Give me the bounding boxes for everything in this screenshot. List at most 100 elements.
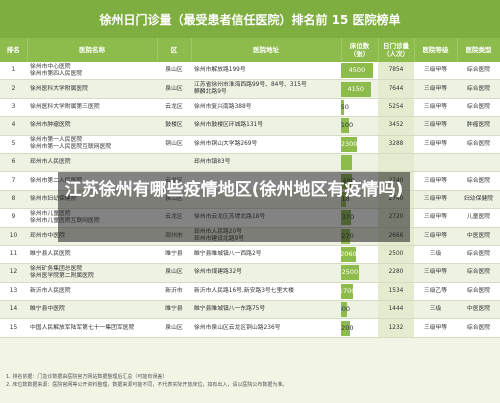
footnote: 2. 床位数数据来源：医院官网等公开资料整理，数据来源可能不同，不代表实际开放床… (6, 382, 288, 388)
hospital-name-cell: 徐州矿务集团总医院 徐州医学院第二附属医院 (27, 263, 157, 283)
level-cell (414, 153, 457, 173)
visits-cell: 3288 (378, 135, 414, 154)
hospital-name-cell: 徐州市肿瘤医院 (27, 116, 157, 136)
beds-cell (341, 153, 378, 173)
beds-value: 2500 (341, 268, 359, 277)
district-cell: 铜山区 (157, 135, 191, 154)
address-cell: 徐州市煤建路32号 (191, 263, 341, 283)
rank-cell: 6 (0, 153, 27, 173)
beds-bar: 2300 (341, 136, 358, 152)
beds-cell: 800 (341, 300, 378, 320)
beds-value: 450 (341, 102, 349, 111)
visits-cell: 2280 (378, 263, 414, 283)
table-row: 2 徐州医科大学附属医院 泉山区 江苏省徐州市淮海西路99号、84号、315号 麒麟北路… (0, 79, 500, 99)
hospital-name-cell: 徐州医科大学附属医院 (27, 79, 157, 99)
beds-value: 4150 (347, 84, 365, 93)
type-cell: 综合医院 (457, 171, 500, 191)
table-title: 徐州日门诊量（最受患者信任医院）排名前 15 医院榜单 (0, 0, 500, 38)
hospital-name-cell: 新沂市人民医院 (27, 282, 157, 302)
visits-cell: 1232 (378, 318, 414, 338)
type-cell: 综合医院 (457, 98, 500, 118)
header-rank: 排名 (0, 38, 28, 62)
rank-cell: 15 (0, 318, 27, 338)
type-cell: 综合医院 (457, 245, 500, 265)
table-row: 12 徐州矿务集团总医院 徐州医学院第二附属医院 泉山区 徐州市煤建路32号 2500 22… (0, 263, 500, 283)
rank-cell: 5 (0, 135, 27, 154)
header-visits: 日门诊量（人次） (378, 38, 415, 62)
header-district: 区 (157, 38, 192, 62)
beds-bar: 2500 (341, 265, 359, 281)
level-cell: 三级甲等 (414, 79, 457, 99)
beds-value: 2300 (341, 139, 358, 148)
header-level: 医院等级 (414, 38, 458, 62)
hospital-name-cell: 睢宁县人民医院 (27, 245, 157, 265)
beds-cell: 1200 (341, 318, 378, 338)
beds-bar: 4150 (341, 81, 371, 97)
rank-cell: 12 (0, 263, 27, 283)
address-cell: 新沂市人民路16号,新安路3号七里大楼 (191, 282, 341, 302)
rank-cell: 10 (0, 227, 27, 246)
beds-cell: 4150 (341, 79, 378, 99)
level-cell: 三级 (414, 245, 457, 265)
hospital-name-cell: 徐州市中心医院 徐州市第四人民医院 (27, 62, 157, 81)
type-cell: 综合医院 (457, 318, 500, 338)
table-row: 5 徐州市第一人民医院 徐州市第一人民医院互联网医院 铜山区 徐州市铜山大学路269号 2… (0, 135, 500, 154)
rank-cell: 7 (0, 171, 27, 191)
type-cell: 综合医院 (457, 79, 500, 99)
district-cell: 新沂市 (157, 282, 191, 302)
visits-cell: 1534 (378, 282, 414, 302)
district-cell: 泉山区 (157, 62, 191, 81)
hospital-name-cell: 睢宁县中医院 (27, 300, 157, 320)
beds-bar: 2060 (341, 247, 357, 263)
level-cell: 三级甲等 (414, 318, 457, 338)
level-cell: 三级 (414, 300, 457, 320)
rank-cell: 13 (0, 282, 27, 302)
district-cell: 泉山区 (157, 263, 191, 283)
hospital-name-cell: 邳州市人民医院 (27, 153, 157, 173)
hospital-ranking-table: 排名 医院名称 区 医院地址 床位数（张） 日门诊量（人次） 医院等级 医院类型… (0, 38, 500, 338)
table-row: 11 睢宁县人民医院 睢宁县 睢宁县睢城镇八一西路2号 2060 2500 三级 综合医院 (0, 245, 500, 265)
level-cell: 三级甲等 (414, 171, 457, 191)
district-cell: 泉山区 (157, 79, 191, 99)
beds-bar: 450 (341, 99, 349, 115)
beds-value: 800 (341, 305, 350, 314)
type-cell: 妇幼保健院 (457, 190, 500, 210)
beds-cell: 2300 (341, 135, 378, 154)
type-cell (457, 153, 500, 173)
beds-cell: 2500 (341, 263, 378, 283)
level-cell: 三级甲等 (414, 190, 457, 210)
beds-bar: 1200 (341, 320, 354, 336)
beds-bar (341, 155, 353, 171)
district-cell: 睢宁县 (157, 300, 191, 320)
rank-cell: 3 (0, 98, 27, 118)
beds-value: 1200 (341, 323, 354, 332)
hospital-name-cell: 中国人民解放军陆军第七十一集团军医院 (27, 318, 157, 338)
level-cell: 三级乙等 (414, 282, 457, 302)
level-cell: 三级甲等 (414, 227, 457, 246)
district-cell: 泉山区 (157, 318, 191, 338)
address-cell: 徐州市泉山区云龙区铜山路236号 (191, 318, 341, 338)
beds-value: 1700 (341, 286, 356, 295)
header-address: 医院地址 (191, 38, 342, 62)
address-cell: 徐州市复兴南路388号 (191, 98, 341, 118)
beds-value: 1100 (341, 121, 354, 130)
level-cell: 三级甲等 (414, 208, 457, 228)
address-cell: 江苏省徐州市淮海西路99号、84号、315号 麒麟北路9号 (191, 79, 341, 99)
beds-bar: 800 (341, 302, 350, 318)
level-cell: 三级甲等 (414, 98, 457, 118)
hospital-name-cell: 徐州医科大学附属第三医院 (27, 98, 157, 118)
beds-cell: 450 (341, 98, 378, 118)
address-cell: 徐州市鼓楼区环城路131号 (191, 116, 341, 136)
type-cell: 综合医院 (457, 62, 500, 81)
header-beds: 床位数（张） (341, 38, 379, 62)
footnotes: 1. 排名依据：门急诊数据由医院官方网站数据整理后汇总（可能有误差） 2. 床位… (6, 373, 494, 389)
rank-cell: 1 (0, 62, 27, 81)
type-cell: 综合医院 (457, 135, 500, 154)
header-name: 医院名称 (27, 38, 158, 62)
visits-cell: 7854 (378, 62, 414, 81)
rank-cell: 14 (0, 300, 27, 320)
